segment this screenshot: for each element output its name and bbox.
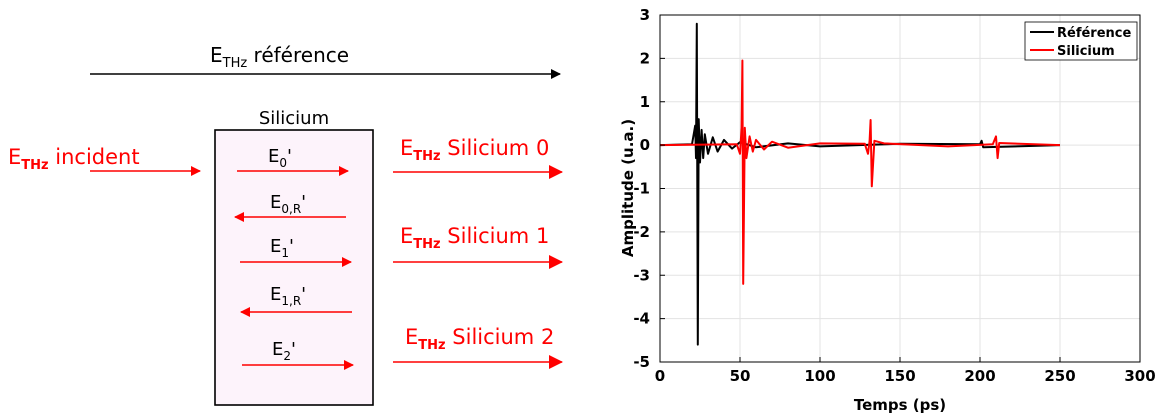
x-tick-label: 0 [655,367,665,385]
diagram: ETHz référence ETHz incident Silicium E0… [8,43,563,406]
x-axis-label: Temps (ps) [854,396,946,414]
x-tick-label: 50 [730,367,751,385]
inner-field-label: E1' [270,236,294,260]
inner-field-label: E1,R' [270,284,306,308]
chart-ticks: 0 50 100 150 200 250 300 -5 -4 -3 -2 -1 0 1 2 3 [633,6,1155,385]
legend-label-reference: Référence [1057,26,1131,41]
inner-field-label: E0,R' [270,192,306,216]
y-tick-label: 3 [640,6,650,24]
inner-field-label: E2' [272,339,296,363]
legend: Référence Silicium [1024,21,1138,61]
outputs: ETHz Silicium 0 ETHz Silicium 1 ETHz Sil… [393,136,563,369]
x-tick-label: 100 [804,367,835,385]
inner-fields: E0' E0,R' E1' E1,R' E2' [234,146,354,370]
output-label-1: ETHz Silicium 1 [400,224,549,252]
reference-label: ETHz référence [210,43,349,71]
chart-series [659,22,1061,346]
x-tick-label: 150 [884,367,915,385]
y-tick-label: -1 [633,180,650,198]
y-tick-label: 0 [640,136,650,154]
y-tick-label: -4 [633,310,650,328]
output-label-2: ETHz Silicium 2 [405,325,554,353]
incident-label: ETHz incident [8,145,140,173]
x-tick-label: 250 [1044,367,1075,385]
inner-field-label: E0' [268,146,292,170]
series-line-reference [659,22,1061,346]
y-axis-label: Amplitude (u.a.) [619,119,637,257]
x-tick-label: 200 [964,367,995,385]
silicium-box-label: Silicium [259,108,329,129]
chart: 0 50 100 150 200 250 300 -5 -4 -3 -2 -1 0 1 2 3 Temps (… [619,6,1156,414]
legend-label-silicium: Silicium [1057,44,1115,59]
y-tick-label: -3 [633,266,650,284]
y-tick-label: -5 [633,353,650,371]
x-tick-label: 300 [1124,367,1155,385]
legend-box [1024,21,1138,61]
y-tick-label: -2 [633,223,650,241]
y-tick-label: 1 [640,93,650,111]
output-label-0: ETHz Silicium 0 [400,136,549,164]
chart-grid [659,14,1141,363]
y-tick-label: 2 [640,49,650,67]
series-line-silicium [659,59,1061,285]
